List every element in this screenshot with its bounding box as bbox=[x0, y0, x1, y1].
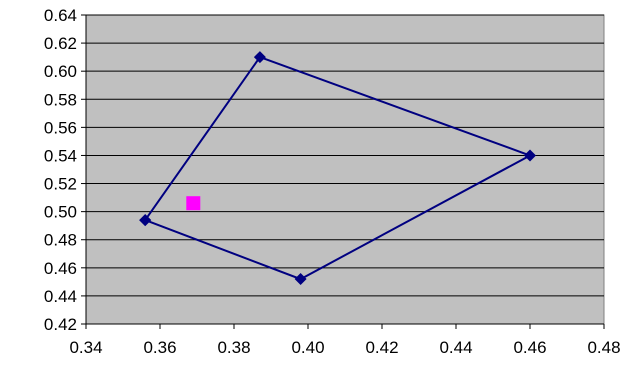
y-tick-label-8: 0.48 bbox=[44, 231, 77, 250]
y-tick-label-1: 0.62 bbox=[44, 34, 77, 53]
plot-area bbox=[85, 14, 605, 325]
x-axis-ticks: 0.34 0.36 0.38 0.40 0.42 0.44 0.46 0.48 bbox=[69, 324, 621, 357]
x-tick-label-1: 0.36 bbox=[143, 338, 176, 357]
x-tick-label-6: 0.46 bbox=[513, 338, 546, 357]
x-tick-label-5: 0.44 bbox=[439, 338, 472, 357]
x-tick-label-4: 0.42 bbox=[365, 338, 398, 357]
series-0-point-3 bbox=[294, 273, 307, 286]
y-tick-label-5: 0.54 bbox=[44, 146, 77, 165]
y-tick-label-7: 0.50 bbox=[44, 203, 77, 222]
series-0-point-2 bbox=[524, 149, 536, 162]
x-tick-label-0: 0.34 bbox=[69, 338, 102, 357]
series-layer bbox=[139, 51, 536, 286]
y-tick-label-10: 0.44 bbox=[44, 287, 77, 306]
x-tick-label-3: 0.40 bbox=[291, 338, 324, 357]
y-tick-label-2: 0.60 bbox=[44, 62, 77, 81]
x-tick-label-7: 0.48 bbox=[587, 338, 620, 357]
y-tick-label-11: 0.42 bbox=[44, 315, 77, 334]
series-0-point-1 bbox=[253, 51, 266, 64]
y-tick-label-4: 0.56 bbox=[44, 118, 77, 137]
axes bbox=[85, 15, 604, 325]
y-tick-label-0: 0.64 bbox=[44, 6, 77, 25]
series-1-point-0 bbox=[186, 196, 201, 211]
series-0 bbox=[139, 51, 536, 286]
series-0-point-4 bbox=[139, 214, 152, 227]
y-tick-label-9: 0.46 bbox=[44, 259, 77, 278]
series-1 bbox=[186, 196, 201, 211]
y-axis-ticks: 0.64 0.62 0.60 0.58 0.56 0.54 0.52 0.50 0.48 0.46… bbox=[44, 6, 86, 334]
y-tick-label-6: 0.52 bbox=[44, 175, 77, 194]
y-tick-label-3: 0.58 bbox=[44, 90, 77, 109]
x-tick-label-2: 0.38 bbox=[217, 338, 250, 357]
